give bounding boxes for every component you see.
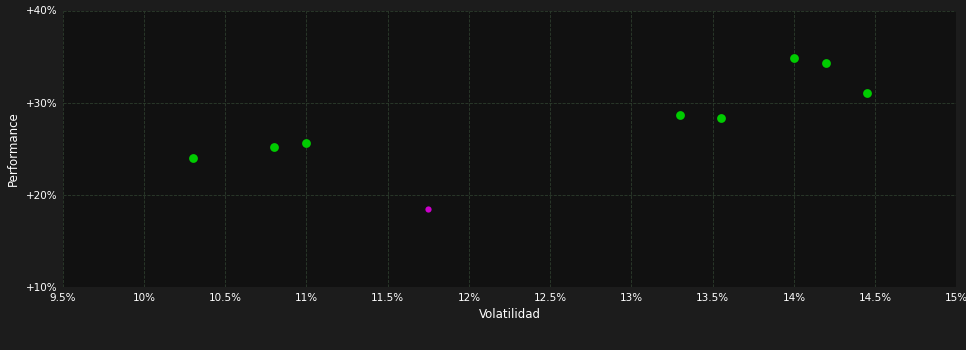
Y-axis label: Performance: Performance (7, 111, 20, 186)
Point (860, 91, 875, 96)
Point (713, 116, 728, 121)
Point (786, 56, 802, 61)
Point (818, 60, 834, 66)
X-axis label: Volatilidad: Volatilidad (478, 308, 541, 321)
Point (185, 155, 201, 161)
Point (420, 206, 436, 211)
Point (267, 144, 282, 150)
Point (672, 112, 688, 118)
Point (298, 140, 314, 146)
